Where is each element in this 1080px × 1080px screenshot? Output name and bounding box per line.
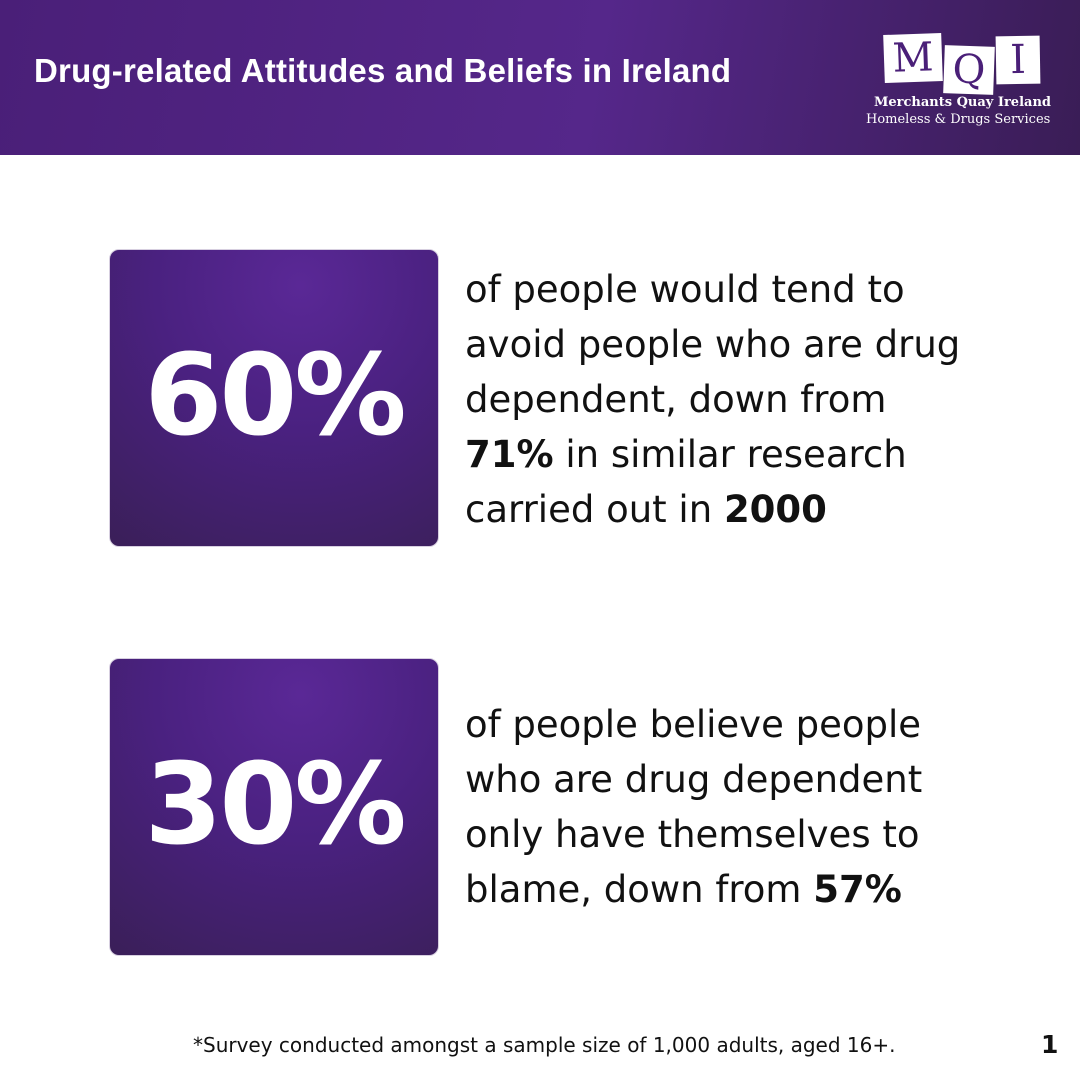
- stat-box-blame: 30%: [109, 658, 439, 956]
- stat-highlight: 71%: [465, 433, 554, 476]
- survey-footnote: *Survey conducted amongst a sample size …: [193, 1033, 896, 1057]
- logo-letter-q: Q: [943, 45, 995, 95]
- page-number: 1: [1041, 1030, 1059, 1059]
- stat-line: of people believe people: [465, 703, 922, 746]
- stat-value-avoid: 60%: [144, 331, 406, 461]
- stat-line: only have themselves to: [465, 813, 920, 856]
- page-title: Drug-related Attitudes and Beliefs in Ir…: [34, 52, 732, 89]
- logo-letter-m: M: [883, 33, 943, 83]
- stat-line: blame, down from 57%: [465, 868, 902, 911]
- stat-description-blame: of people believe people who are drug de…: [465, 697, 1025, 917]
- stat-line: of people would tend to: [465, 268, 905, 311]
- stat-value-blame: 30%: [144, 740, 406, 870]
- stat-line: 71% in similar research: [465, 433, 907, 476]
- stat-description-avoid: of people would tend to avoid people who…: [465, 262, 1025, 537]
- stat-highlight: 2000: [723, 488, 827, 531]
- stat-line: dependent, down from: [465, 378, 887, 421]
- logo-organisation-name: Merchants Quay Ireland: [874, 95, 1051, 110]
- stat-line: who are drug dependent: [465, 758, 923, 801]
- stat-highlight: 57%: [813, 868, 902, 911]
- stat-box-avoid: 60%: [109, 249, 439, 547]
- logo-letter-i: I: [995, 35, 1041, 85]
- stat-line: avoid people who are drug: [465, 323, 961, 366]
- logo-tagline: Homeless & Drugs Services: [866, 112, 1051, 127]
- stat-line: carried out in 2000: [465, 488, 827, 531]
- header-banner: Drug-related Attitudes and Beliefs in Ir…: [0, 0, 1080, 155]
- mqi-logo: M Q I Merchants Quay Ireland Homeless & …: [866, 32, 1056, 132]
